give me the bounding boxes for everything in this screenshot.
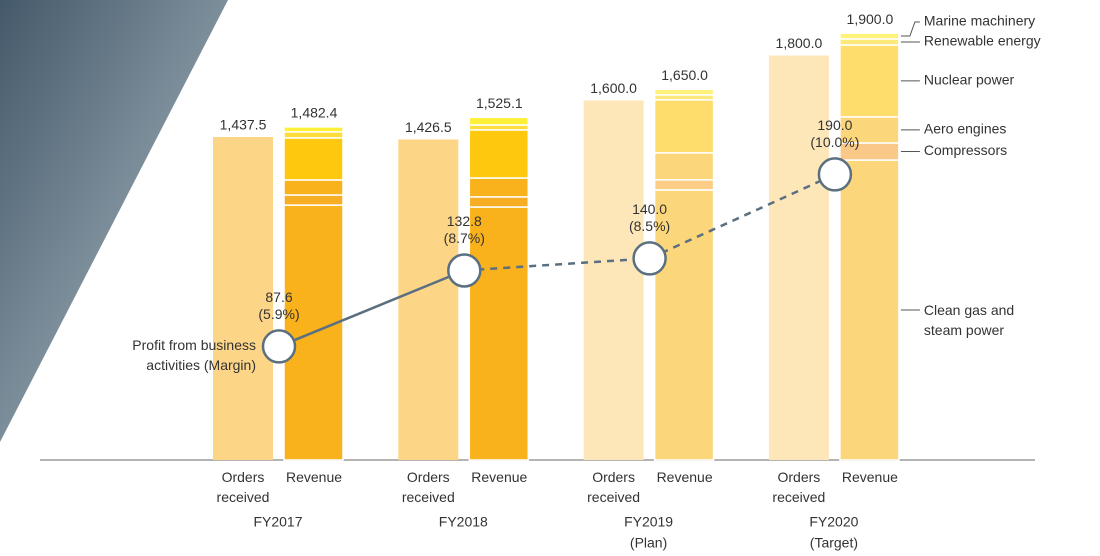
- bar-label: Revenue: [645, 467, 725, 487]
- revenue-segment: [469, 197, 528, 207]
- category-label: FY2020: [809, 514, 858, 530]
- legend-label: Marine machinery: [924, 13, 1035, 29]
- bar-label: Revenue: [830, 467, 910, 487]
- bar-label: Revenue: [274, 467, 354, 487]
- revenue-segment: [840, 39, 899, 45]
- legend-label: Clean gas and steam power: [924, 300, 1054, 340]
- orders-value-label: 1,800.0: [776, 35, 823, 51]
- orders-value-label: 1,600.0: [590, 80, 637, 96]
- bar-label: Orders received: [388, 467, 468, 507]
- background-image: [0, 0, 228, 442]
- revenue-total-label: 1,900.0: [847, 11, 894, 27]
- category-label: FY2018: [439, 514, 488, 530]
- category-label: FY2017: [253, 514, 302, 530]
- legend-label: Aero engines: [924, 121, 1007, 137]
- revenue-segment: [284, 180, 343, 195]
- profit-marker: [263, 330, 295, 362]
- revenue-segment: [655, 153, 714, 180]
- profit-margin-label: (10.0%): [810, 134, 859, 150]
- chart: 1,437.5 1,482.4 FY2017 1,426.5 1,525.1 FY2018…: [0, 0, 1100, 556]
- profit-margin-label: (8.7%): [444, 230, 485, 246]
- revenue-segment: [655, 89, 714, 95]
- profit-value-label: 87.6: [265, 289, 292, 305]
- orders-value-label: 1,426.5: [405, 119, 452, 135]
- orders-bar: [398, 139, 458, 460]
- legend-label: Nuclear power: [924, 72, 1015, 88]
- legend-leader: [901, 22, 920, 36]
- category-note: (Plan): [630, 535, 667, 551]
- profit-margin-label: (5.9%): [258, 306, 299, 322]
- profit-legend: Profit from business activities (Margin): [128, 335, 256, 375]
- orders-bar: [213, 137, 273, 460]
- revenue-segment: [284, 138, 343, 180]
- revenue-segment: [469, 178, 528, 197]
- profit-marker: [819, 158, 851, 190]
- category-label: FY2019: [624, 514, 673, 530]
- revenue-segment: [840, 33, 899, 39]
- profit-marker: [448, 254, 480, 286]
- profit-value-label: 140.0: [632, 201, 667, 217]
- category-note: (Target): [810, 535, 858, 551]
- revenue-segment: [284, 127, 343, 132]
- page: 1,437.5 1,482.4 FY2017 1,426.5 1,525.1 FY2018…: [0, 0, 1100, 556]
- legend-label: Renewable energy: [924, 33, 1041, 49]
- revenue-total-label: 1,482.4: [291, 105, 338, 121]
- revenue-segment: [840, 160, 899, 460]
- revenue-total-label: 1,525.1: [476, 95, 523, 111]
- revenue-total-label: 1,650.0: [661, 67, 708, 83]
- bar-label: Orders received: [203, 467, 283, 507]
- revenue-segment: [655, 100, 714, 153]
- orders-bar: [584, 100, 644, 460]
- revenue-segment: [284, 132, 343, 138]
- revenue-segment: [840, 45, 899, 117]
- legend-label: Compressors: [924, 142, 1007, 158]
- profit-value-label: 190.0: [817, 117, 852, 133]
- orders-value-label: 1,437.5: [220, 117, 267, 133]
- revenue-segment: [469, 117, 528, 125]
- revenue-segment: [655, 180, 714, 190]
- revenue-segment: [469, 130, 528, 178]
- bar-label: Revenue: [459, 467, 539, 487]
- bar-label: Orders received: [759, 467, 839, 507]
- revenue-segment: [284, 195, 343, 205]
- profit-margin-label: (8.5%): [629, 218, 670, 234]
- profit-marker: [634, 242, 666, 274]
- profit-value-label: 132.8: [447, 213, 482, 229]
- bar-label: Orders received: [574, 467, 654, 507]
